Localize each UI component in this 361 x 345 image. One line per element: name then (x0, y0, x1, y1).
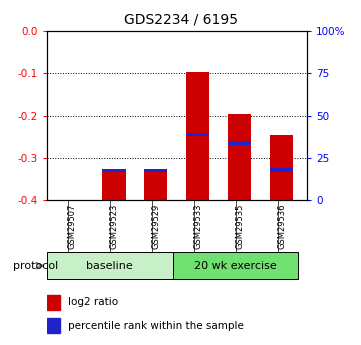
Text: GSM29523: GSM29523 (109, 203, 118, 249)
Bar (173, 252, 299, 279)
Text: GSM29535: GSM29535 (235, 203, 244, 249)
Bar (47, 295, 60, 310)
Bar (144, 169, 168, 172)
Text: GSM29507: GSM29507 (68, 203, 77, 249)
Bar (144, 169, 168, 200)
Text: protocol: protocol (13, 261, 58, 270)
Text: GSM29533: GSM29533 (193, 203, 203, 249)
Bar (47, 318, 60, 333)
Text: GSM29536: GSM29536 (277, 203, 286, 249)
Text: 20 wk exercise: 20 wk exercise (194, 261, 277, 270)
Text: GSM29529: GSM29529 (151, 203, 160, 249)
Bar (270, 136, 293, 200)
Text: percentile rank within the sample: percentile rank within the sample (68, 321, 244, 331)
Bar (47, 252, 173, 279)
Bar (186, 72, 209, 200)
Text: log2 ratio: log2 ratio (68, 297, 118, 307)
Bar (103, 169, 126, 200)
Bar (228, 141, 251, 145)
Bar (270, 168, 293, 171)
Text: baseline: baseline (86, 261, 133, 270)
Bar (186, 133, 209, 137)
Text: GDS2234 / 6195: GDS2234 / 6195 (123, 12, 238, 26)
Bar (228, 114, 251, 200)
Bar (103, 169, 126, 172)
